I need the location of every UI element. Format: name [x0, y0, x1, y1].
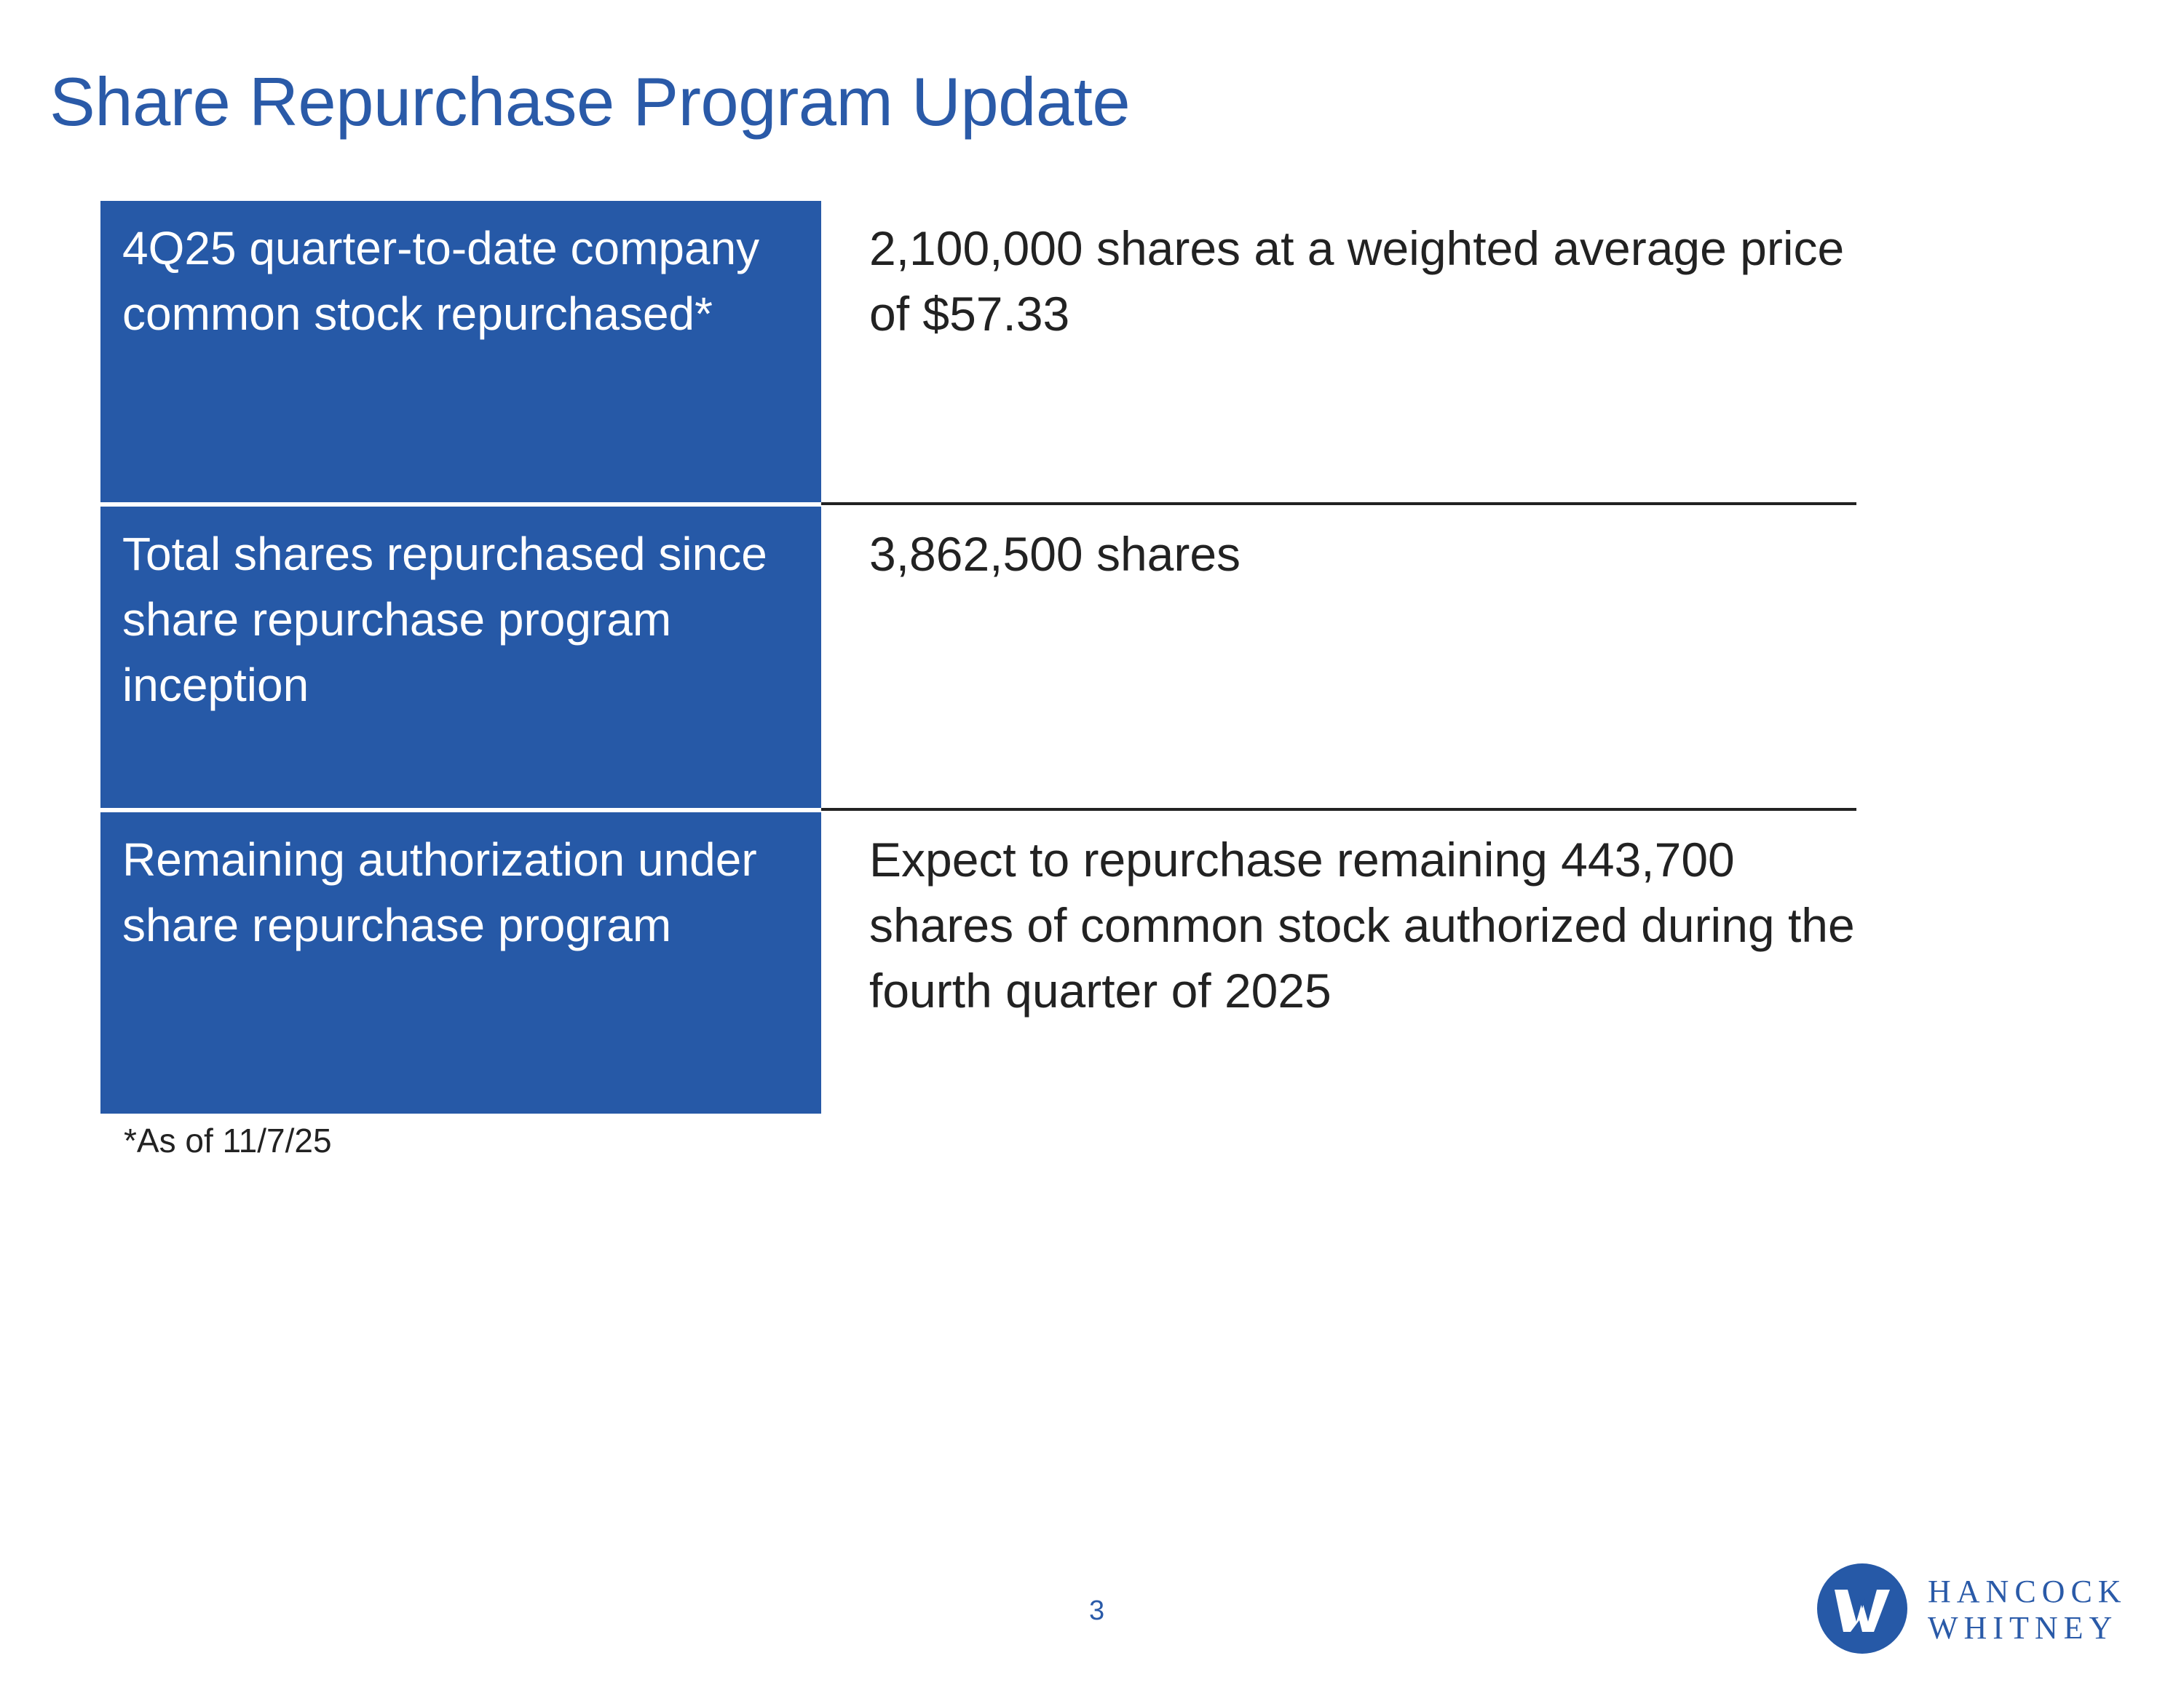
row-label: Total shares repurchased since share rep…	[100, 507, 821, 808]
row-divider	[821, 502, 1856, 505]
table-row: Total shares repurchased since share rep…	[100, 507, 1856, 811]
logo-line-2: WHITNEY	[1928, 1610, 2118, 1646]
row-value: 3,862,500 shares	[869, 527, 1241, 581]
row-label: 4Q25 quarter-to-date company common stoc…	[100, 201, 821, 502]
hancock-whitney-logo-icon	[1817, 1563, 1907, 1654]
row-value: Expect to repurchase remaining 443,700 s…	[869, 833, 1855, 1018]
logo-wordmark: HANCOCK WHITNEY	[1928, 1574, 2127, 1646]
repurchase-summary-table: 4Q25 quarter-to-date company common stoc…	[100, 201, 1856, 1118]
row-label: Remaining authorization under share repu…	[100, 812, 821, 1114]
row-divider	[821, 808, 1856, 811]
page-title: Share Repurchase Program Update	[50, 63, 1131, 140]
footnote: *As of 11/7/25	[124, 1122, 332, 1159]
table-row: Remaining authorization under share repu…	[100, 812, 1856, 1114]
page-number: 3	[1089, 1595, 1105, 1626]
row-value: 2,100,000 shares at a weighted average p…	[869, 221, 1845, 341]
logo-line-1: HANCOCK	[1928, 1574, 2127, 1609]
company-logo: HANCOCK WHITNEY	[1817, 1563, 2137, 1658]
table-row: 4Q25 quarter-to-date company common stoc…	[100, 201, 1856, 505]
